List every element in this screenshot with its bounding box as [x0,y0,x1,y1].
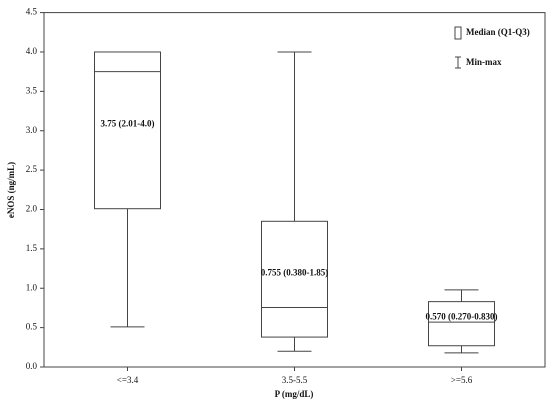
box [94,51,161,210]
y-tick-label: 2.0 [26,204,38,214]
y-tick-label: 4.5 [26,7,38,17]
y-axis-label: eNOS (ng/mL) [6,162,16,218]
y-tick-label: 0.0 [26,361,38,371]
x-tick-label: <=3.4 [117,375,139,385]
x-tick-label: 3.5-5.5 [282,375,308,385]
y-tick-label: 1.0 [26,282,38,292]
y-tick-label: 1.5 [26,243,38,253]
box [428,301,495,347]
y-tick-label: 3.5 [26,85,38,95]
legend-box-icon [454,26,462,40]
y-tick-label: 4.0 [26,46,38,56]
y-tick-label: 2.5 [26,164,38,174]
box-label: 3.75 (2.01-4.0) [101,118,155,128]
y-tick-label: 3.0 [26,125,38,135]
box-label: 0.570 (0.270-0.830) [426,312,498,322]
legend-label: Median (Q1-Q3) [466,27,530,37]
x-axis-label: P (mg/dL) [275,389,314,399]
box-label: 0.755 (0.380-1.85) [261,267,329,277]
y-tick-label: 0.5 [26,322,38,332]
box [261,220,328,338]
x-tick-label: >=5.6 [451,375,473,385]
legend-label: Min-max [466,57,502,67]
